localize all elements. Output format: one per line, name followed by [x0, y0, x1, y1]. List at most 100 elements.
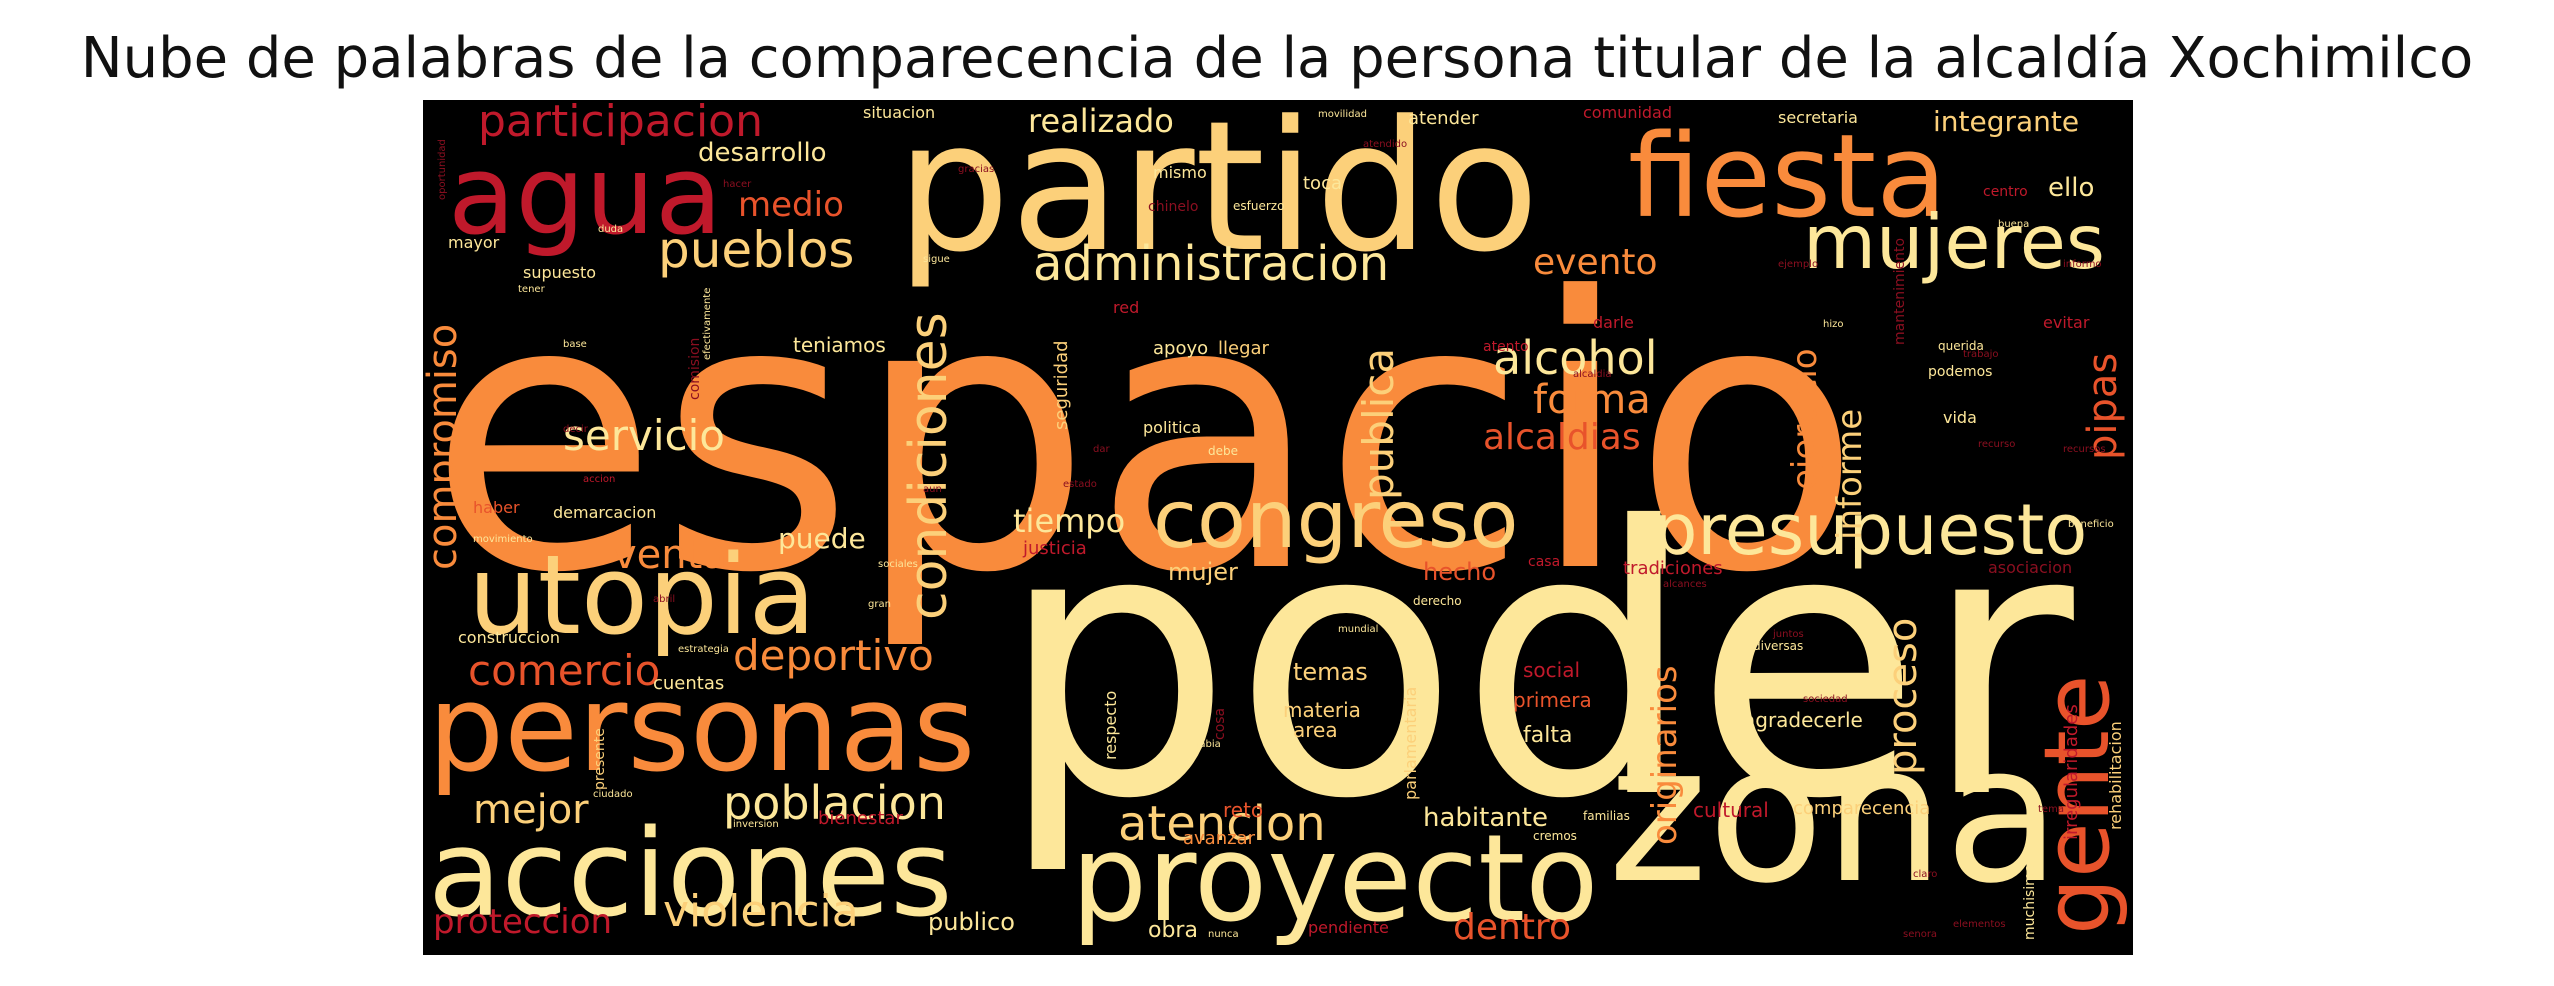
word: sociales	[878, 559, 918, 570]
word: inversion	[733, 819, 779, 830]
word: mundial	[1338, 624, 1379, 635]
word: medio	[738, 185, 844, 225]
word: recursos	[2063, 444, 2106, 455]
word: podemos	[1928, 364, 1993, 380]
word: diversas	[1753, 639, 1804, 653]
word: venta	[613, 532, 727, 578]
word: poblacion	[723, 776, 946, 830]
word: justicia	[1023, 538, 1087, 559]
word: congreso	[1153, 473, 1519, 566]
word: alcaldia	[1573, 369, 1612, 380]
word: ejemplo	[1778, 259, 1819, 270]
word: vida	[1943, 408, 1977, 427]
word: espacio	[428, 219, 1862, 655]
word: comunidad	[1583, 103, 1673, 122]
word: habia	[1193, 739, 1221, 750]
word: comercio	[468, 646, 661, 695]
word-cloud: espacio poder partido zona fiesta proyec…	[423, 100, 2133, 955]
word: haber	[473, 498, 520, 517]
word: duda	[598, 224, 624, 235]
word: ello	[2048, 173, 2095, 203]
word: publico	[928, 908, 1015, 936]
word: senora	[1903, 929, 1938, 940]
word: demarcacion	[553, 503, 657, 522]
word: obra	[1148, 918, 1198, 943]
word: realizado	[1028, 102, 1174, 140]
word: pueblos	[658, 221, 855, 279]
word: muchisimas	[2022, 856, 2038, 940]
word: desarrollo	[698, 138, 827, 168]
word: respecto	[1101, 690, 1120, 760]
word: parlamentaria	[1401, 686, 1420, 800]
word: cosa	[1212, 707, 1228, 740]
word: evento	[1533, 242, 1658, 283]
word: toca	[1303, 173, 1342, 194]
word: avanzar	[1183, 828, 1255, 849]
word: area	[1293, 718, 1338, 742]
word: oportunidad	[437, 139, 448, 200]
word: personas	[428, 660, 976, 799]
word: familias	[1583, 809, 1630, 823]
word: hacer	[723, 179, 752, 190]
word: primera	[1513, 688, 1592, 712]
word: presupuesto	[1653, 489, 2088, 571]
word: forma	[1533, 377, 1651, 423]
word: mujer	[1168, 558, 1238, 586]
word: abril	[653, 594, 676, 605]
word: fiesta	[1628, 110, 1947, 244]
word: tener	[518, 284, 545, 295]
word: secretaria	[1778, 108, 1858, 127]
word: cuentas	[653, 673, 725, 694]
word: proteccion	[433, 902, 613, 942]
word: efectivamente	[702, 287, 713, 360]
word: supuesto	[523, 263, 597, 282]
word: rehabilitacion	[2106, 721, 2125, 830]
word: originarios	[1645, 665, 1685, 845]
word: irregularidades	[2061, 704, 2082, 840]
word: publica	[1354, 347, 1403, 500]
word: materia	[1283, 698, 1361, 722]
word: presente	[592, 728, 608, 790]
word: poder	[998, 450, 2074, 880]
word: mantenimiento	[1892, 237, 1908, 345]
word: comision	[687, 337, 703, 400]
word: politica	[1143, 418, 1202, 437]
word: integrante	[1933, 105, 2080, 138]
word: estado	[1063, 479, 1097, 490]
word: atento	[1483, 339, 1529, 355]
word: sigue	[923, 254, 950, 265]
word: movilidad	[1318, 109, 1367, 120]
word: agua	[448, 131, 723, 259]
word: servicio	[563, 411, 725, 460]
word: gran	[868, 599, 891, 610]
word: tema	[2038, 804, 2064, 815]
word: atendido	[1363, 139, 1408, 150]
word: alcaldias	[1483, 417, 1641, 458]
word: pendiente	[1308, 918, 1389, 937]
word: sociedad	[1803, 694, 1848, 705]
word: temas	[1293, 658, 1368, 686]
word: utopia	[468, 531, 816, 659]
word: agradecerle	[1743, 708, 1863, 732]
word: aun	[923, 484, 942, 495]
word: cultural	[1693, 798, 1769, 822]
word: deportivo	[733, 631, 934, 680]
word: hizo	[1823, 319, 1844, 330]
word: alcohol	[1493, 331, 1658, 385]
word: esfuerzo	[1233, 199, 1285, 213]
word: juntos	[1773, 629, 1804, 640]
word: trabajo	[1963, 349, 1999, 360]
word: mayor	[448, 233, 500, 252]
word: ejercicio	[1785, 348, 1825, 490]
word: seguridad	[1051, 340, 1072, 430]
word: cremos	[1533, 829, 1577, 843]
word: recurso	[1978, 439, 2016, 450]
word: movimiento	[473, 534, 533, 545]
word: bienestar	[818, 808, 903, 829]
word: zona	[1608, 704, 2061, 925]
word: partido	[896, 100, 1540, 292]
word: hecho	[1423, 558, 1497, 586]
word: asociacion	[1988, 558, 2073, 577]
word: centro	[1983, 184, 2028, 200]
word: beneficio	[2068, 519, 2114, 530]
